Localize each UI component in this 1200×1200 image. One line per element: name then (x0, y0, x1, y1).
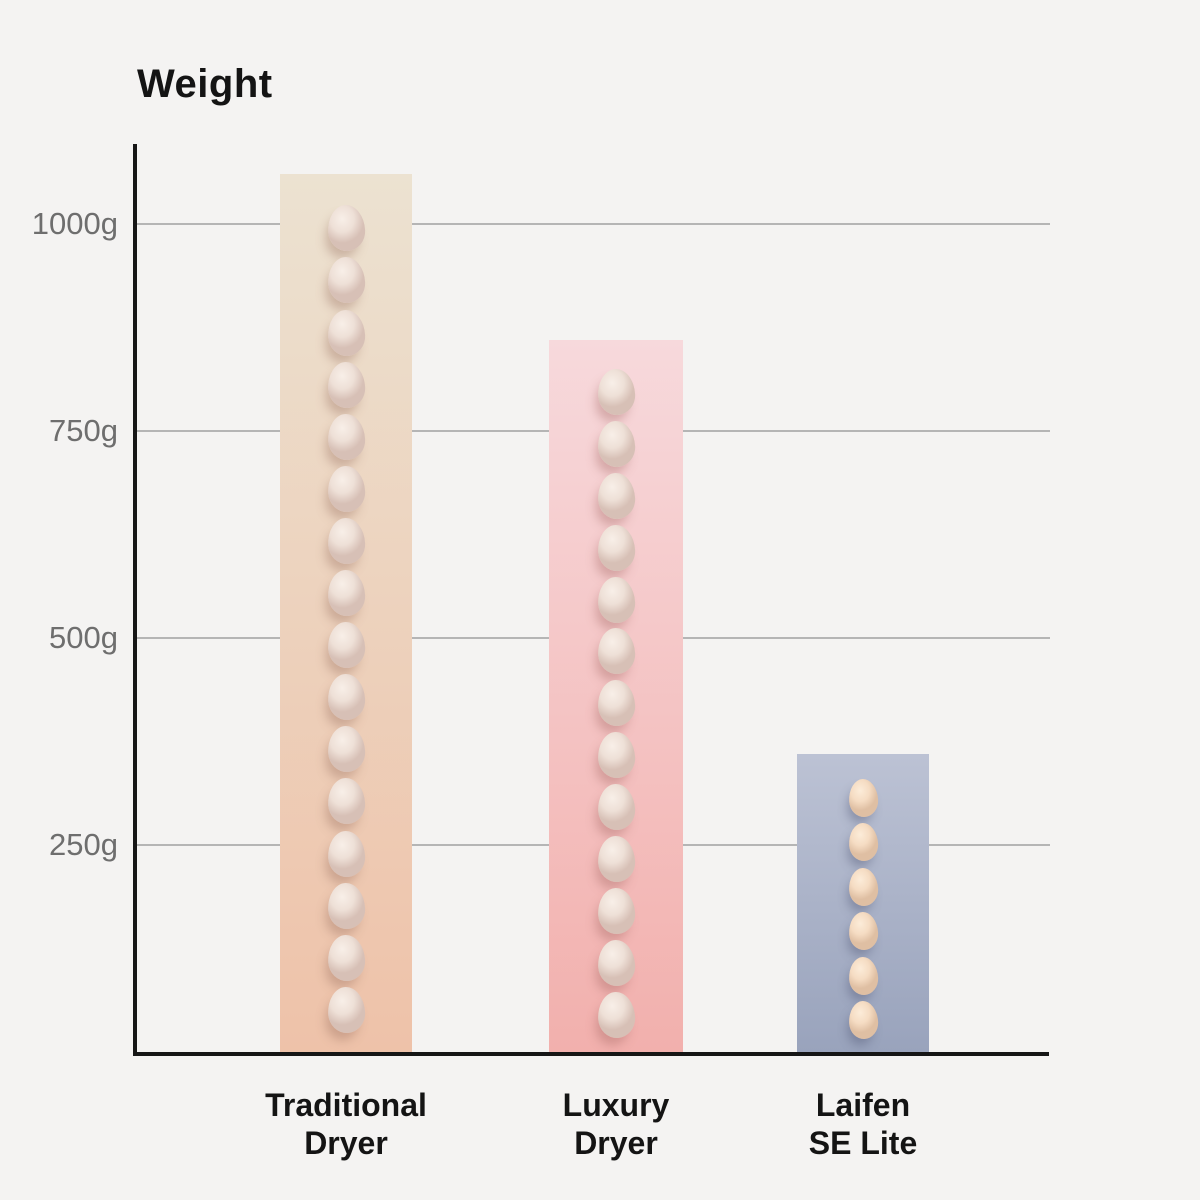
gridline-1000g (135, 223, 1050, 225)
egg-icon (326, 412, 366, 461)
egg-icon (596, 783, 636, 832)
egg-icon (326, 725, 366, 774)
chart-title: Weight (137, 62, 273, 106)
egg-icon (326, 569, 366, 617)
bar-laifen-se-lite (797, 753, 929, 1052)
egg-icon (596, 471, 636, 520)
egg-icon (596, 627, 636, 676)
egg-icon (596, 990, 636, 1039)
egg-icon (326, 777, 366, 826)
egg-icon (847, 866, 879, 907)
egg-icon (847, 911, 879, 951)
egg-icon (596, 679, 636, 728)
egg-icon (326, 256, 366, 305)
egg-icon (326, 308, 366, 357)
egg-icon (326, 881, 366, 930)
x-axis-line (133, 1052, 1049, 1056)
egg-icon (596, 938, 636, 987)
x-axis-label-luxury-dryer: Luxury Dryer (562, 1087, 670, 1161)
egg-icon (847, 822, 879, 863)
egg-icon (596, 731, 636, 780)
y-axis-line (133, 144, 137, 1056)
bar-luxury-dryer (549, 339, 683, 1052)
egg-icon (326, 933, 366, 982)
egg-icon (596, 886, 636, 935)
egg-icon (847, 955, 879, 996)
y-tick-label-1000g: 1000g (31, 206, 118, 241)
y-tick-label-750g: 750g (49, 413, 118, 448)
egg-icon (326, 621, 366, 670)
x-axis-label-laifen-se-lite: Laifen SE Lite (808, 1087, 918, 1161)
y-tick-label-500g: 500g (49, 620, 118, 655)
egg-icon (596, 835, 636, 883)
egg-icon (326, 673, 366, 722)
egg-icon (326, 464, 366, 513)
egg-icon (326, 985, 366, 1034)
egg-icon (847, 778, 879, 818)
egg-icon (326, 829, 366, 878)
egg-icon (596, 575, 636, 624)
x-axis-label-traditional-dryer: Traditional Dryer (265, 1087, 427, 1161)
egg-icon (847, 1000, 879, 1040)
egg-icon (596, 367, 636, 416)
egg-icon (596, 419, 636, 468)
egg-icon (326, 204, 366, 253)
bar-traditional-dryer (280, 174, 412, 1052)
egg-icon (326, 516, 366, 565)
y-tick-label-250g: 250g (49, 827, 118, 862)
egg-icon (326, 360, 366, 409)
egg-icon (596, 523, 636, 572)
